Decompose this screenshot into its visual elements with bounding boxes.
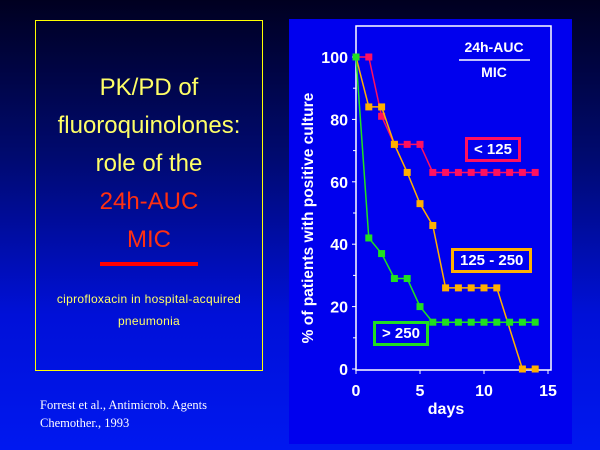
data-point-0: [365, 53, 373, 61]
data-point-1: [429, 221, 437, 229]
data-point-0: [403, 140, 411, 148]
data-point-2: [531, 318, 539, 326]
chart-title-denominator: MIC: [481, 64, 507, 80]
data-point-2: [506, 318, 514, 326]
data-point-0: [506, 168, 514, 176]
y-axis-label: % of patients with positive culture: [300, 92, 317, 343]
data-point-2: [454, 318, 462, 326]
data-point-0: [416, 140, 424, 148]
fraction-bar: [100, 262, 198, 266]
data-point-1: [416, 200, 424, 208]
title-box: PK/PD of fluoroquinolones: role of the 2…: [35, 20, 263, 371]
data-point-2: [518, 318, 526, 326]
data-point-2: [480, 318, 488, 326]
data-point-1: [480, 284, 488, 292]
data-point-0: [442, 168, 450, 176]
data-point-0: [480, 168, 488, 176]
data-point-2: [429, 318, 437, 326]
title-line-3: role of the: [95, 150, 203, 177]
y-tick-label: 60: [330, 175, 348, 192]
data-point-0: [493, 168, 501, 176]
data-point-0: [518, 168, 526, 176]
data-point-1: [493, 284, 501, 292]
y-tick-label: 100: [321, 50, 348, 67]
chart-title-numerator: 24h-AUC: [464, 39, 523, 55]
data-point-2: [493, 318, 501, 326]
data-point-0: [429, 168, 437, 176]
data-point-1: [378, 103, 386, 111]
data-point-1: [390, 140, 398, 148]
data-point-0: [454, 168, 462, 176]
data-point-2: [390, 275, 398, 283]
title-line-2: fluoroquinolones:: [57, 112, 241, 139]
legend-125-250: 125 - 250: [451, 248, 533, 273]
subtitle-line-1: ciprofloxacin in hospital-acquired: [56, 292, 242, 306]
data-point-2: [378, 250, 386, 258]
legend-gt250: > 250: [373, 321, 429, 346]
data-point-2: [403, 275, 411, 283]
data-point-1: [442, 284, 450, 292]
data-point-0: [467, 168, 475, 176]
legend-lt125: < 125: [465, 137, 521, 162]
x-axis-label: days: [428, 401, 465, 418]
data-point-2: [416, 303, 424, 311]
series-line-2: [355, 56, 536, 323]
title-line-1: PK/PD of: [99, 74, 199, 101]
data-point-0: [378, 112, 386, 120]
data-point-2: [442, 318, 450, 326]
subtitle: ciprofloxacin in hospital-acquired pneum…: [36, 288, 262, 332]
title-numerator: 24h-AUC: [99, 188, 199, 215]
x-tick-label: 5: [416, 383, 425, 400]
data-point-2: [467, 318, 475, 326]
data-point-1: [467, 284, 475, 292]
data-point-0: [531, 168, 539, 176]
reference-line-1: Forrest et al., Antimicrob. Agents: [40, 398, 207, 412]
data-point-2: [352, 53, 360, 61]
y-tick-label: 0: [339, 362, 348, 379]
plot-frame: [355, 25, 552, 371]
subtitle-line-2: pneumonia: [117, 314, 181, 328]
data-point-1: [531, 365, 539, 373]
data-point-1: [365, 103, 373, 111]
reference-line-2: Chemother., 1993: [40, 416, 130, 430]
data-point-1: [403, 168, 411, 176]
data-point-1: [518, 365, 526, 373]
title-denominator: MIC: [127, 226, 171, 253]
y-tick-label: 40: [330, 237, 348, 254]
data-point-1: [454, 284, 462, 292]
chart-panel: [289, 19, 572, 444]
data-point-2: [365, 234, 373, 242]
y-tick-label: 20: [330, 300, 348, 317]
x-tick-label: 0: [352, 383, 361, 400]
reference: Forrest et al., Antimicrob. Agents Chemo…: [40, 396, 207, 432]
x-tick-label: 15: [539, 383, 557, 400]
x-tick-label: 10: [475, 383, 493, 400]
y-tick-label: 80: [330, 112, 348, 129]
